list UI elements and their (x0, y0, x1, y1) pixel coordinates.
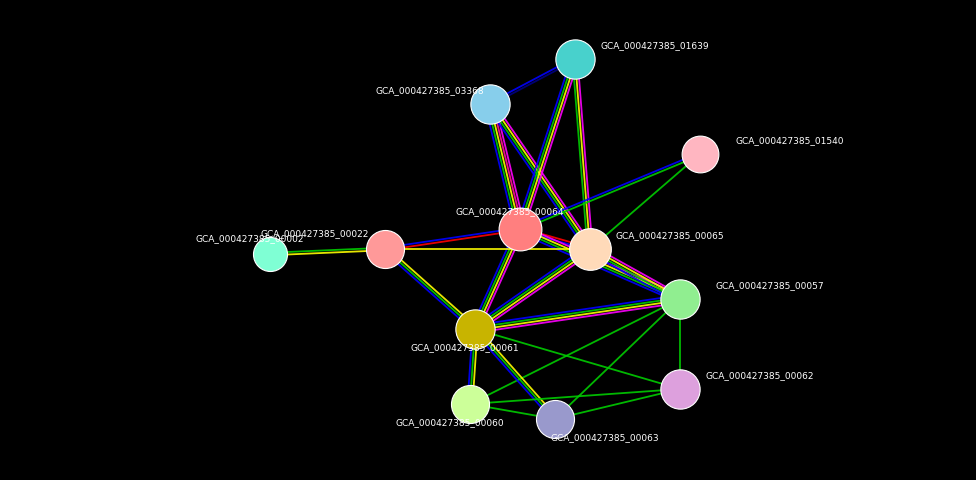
Point (583, 246, 598, 253)
Point (468, 325, 483, 333)
Point (463, 400, 478, 408)
Point (263, 251, 278, 258)
Text: GCA_000427385_00062: GCA_000427385_00062 (706, 371, 814, 380)
Text: GCA_000427385_01540: GCA_000427385_01540 (736, 136, 844, 145)
Text: GCA_000427385_00061: GCA_000427385_00061 (411, 343, 519, 352)
Point (512, 226, 528, 233)
Text: GCA_000427385_00065: GCA_000427385_00065 (616, 231, 724, 240)
Point (377, 246, 392, 253)
Point (692, 151, 708, 158)
Text: GCA_000427385_00064: GCA_000427385_00064 (456, 207, 564, 216)
Text: GCA_000427385_03368: GCA_000427385_03368 (376, 86, 484, 96)
Text: GCA_000427385_00057: GCA_000427385_00057 (715, 281, 825, 290)
Text: GCA_000427385_01639: GCA_000427385_01639 (600, 41, 710, 50)
Point (482, 101, 498, 108)
Text: GCA_000427385_00022: GCA_000427385_00022 (261, 229, 369, 238)
Text: GCA_000427385_00060: GCA_000427385_00060 (395, 418, 505, 427)
Point (548, 415, 563, 423)
Text: GCA_000427385_00063: GCA_000427385_00063 (550, 432, 660, 442)
Point (567, 56, 583, 64)
Point (672, 385, 688, 393)
Text: GCA_000427385_00002: GCA_000427385_00002 (196, 234, 305, 243)
Point (672, 296, 688, 303)
